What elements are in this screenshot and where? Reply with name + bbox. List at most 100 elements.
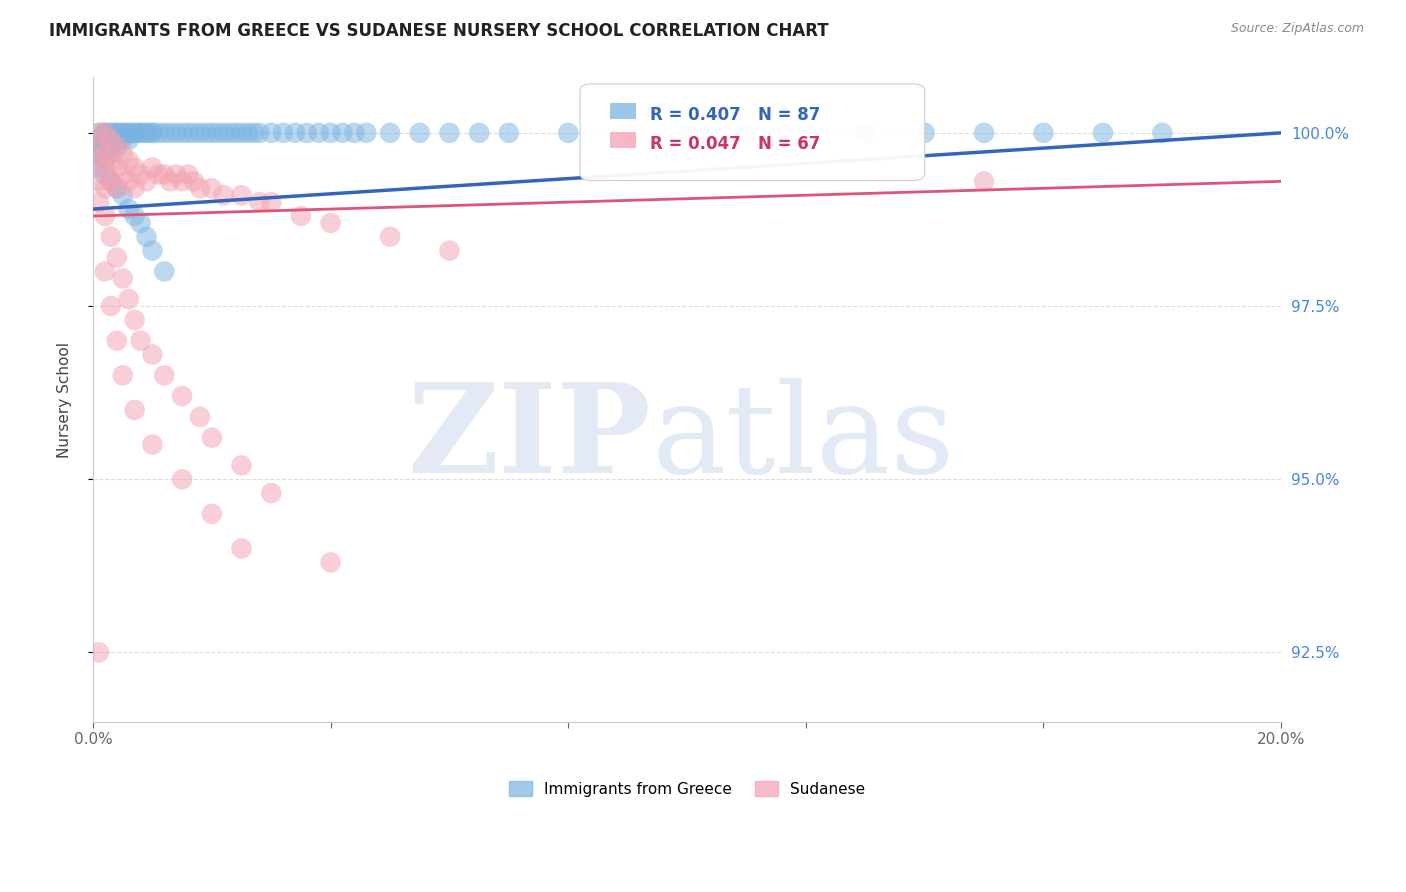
Point (118, 126, 141, 140)
Text: IMMIGRANTS FROM GREECE VS SUDANESE NURSERY SCHOOL CORRELATION CHART: IMMIGRANTS FROM GREECE VS SUDANESE NURSE… (49, 22, 828, 40)
Point (94, 139, 117, 153)
Point (94, 153, 117, 168)
Point (105, 133, 128, 147)
Point (94, 126, 117, 140)
Point (94, 209, 117, 223)
Point (100, 146, 122, 161)
Point (100, 126, 122, 140)
Point (439, 126, 461, 140)
Point (100, 139, 122, 153)
Point (295, 126, 318, 140)
Point (207, 126, 229, 140)
Point (135, 229, 157, 244)
Point (87, 645, 110, 659)
Point (94, 146, 117, 161)
Point (260, 126, 283, 140)
Point (616, 126, 638, 140)
Point (118, 202, 141, 216)
Point (135, 174, 157, 188)
Point (94, 126, 117, 140)
Point (177, 168, 200, 182)
Point (153, 168, 176, 182)
Point (973, 174, 995, 188)
Point (159, 126, 181, 140)
Point (111, 146, 134, 161)
Point (124, 181, 146, 195)
Point (308, 126, 330, 140)
Point (87, 195, 110, 210)
Y-axis label: Nursery School: Nursery School (58, 342, 72, 458)
Point (319, 126, 342, 140)
Point (343, 126, 366, 140)
Point (177, 126, 200, 140)
Point (105, 161, 128, 175)
Point (231, 541, 253, 556)
Point (124, 313, 146, 327)
Point (159, 174, 181, 188)
Point (141, 126, 163, 140)
Point (87, 146, 110, 161)
Point (94, 126, 117, 140)
Point (87, 139, 110, 153)
Point (231, 458, 253, 473)
Point (105, 126, 128, 140)
Point (201, 431, 224, 445)
Point (118, 153, 141, 168)
Text: atlas: atlas (651, 377, 955, 499)
Point (236, 126, 259, 140)
Point (124, 126, 146, 140)
Point (319, 555, 342, 569)
Point (1091, 126, 1114, 140)
Point (247, 195, 270, 210)
Point (111, 168, 134, 182)
Point (247, 126, 270, 140)
Point (260, 486, 283, 500)
Point (141, 437, 163, 451)
Point (409, 126, 432, 140)
Point (124, 403, 146, 417)
Text: R = 0.047   N = 67: R = 0.047 N = 67 (650, 136, 821, 153)
Point (188, 126, 211, 140)
Point (124, 209, 146, 223)
Point (105, 251, 128, 265)
Point (172, 389, 194, 403)
Point (94, 168, 117, 182)
Point (194, 126, 217, 140)
Point (87, 161, 110, 175)
FancyBboxPatch shape (610, 103, 636, 120)
Point (118, 174, 141, 188)
Point (100, 126, 122, 140)
Point (1152, 126, 1174, 140)
Point (94, 181, 117, 195)
Point (212, 126, 235, 140)
Point (468, 126, 491, 140)
Point (148, 126, 170, 140)
Point (129, 126, 152, 140)
Point (153, 368, 176, 383)
Point (124, 161, 146, 175)
Point (378, 229, 401, 244)
Point (105, 139, 128, 153)
Point (188, 409, 211, 424)
Point (105, 126, 128, 140)
Point (271, 126, 294, 140)
Point (225, 126, 247, 140)
Point (188, 181, 211, 195)
Point (105, 139, 128, 153)
Point (153, 126, 176, 140)
Point (557, 126, 579, 140)
Point (973, 126, 995, 140)
Point (231, 188, 253, 202)
Point (118, 292, 141, 306)
Point (260, 195, 283, 210)
Point (242, 126, 264, 140)
Point (135, 126, 157, 140)
Point (129, 334, 152, 348)
Point (94, 264, 117, 278)
Point (111, 126, 134, 140)
Point (111, 126, 134, 140)
Point (100, 229, 122, 244)
Point (165, 126, 187, 140)
Point (201, 507, 224, 521)
Text: ZIP: ZIP (408, 377, 651, 499)
